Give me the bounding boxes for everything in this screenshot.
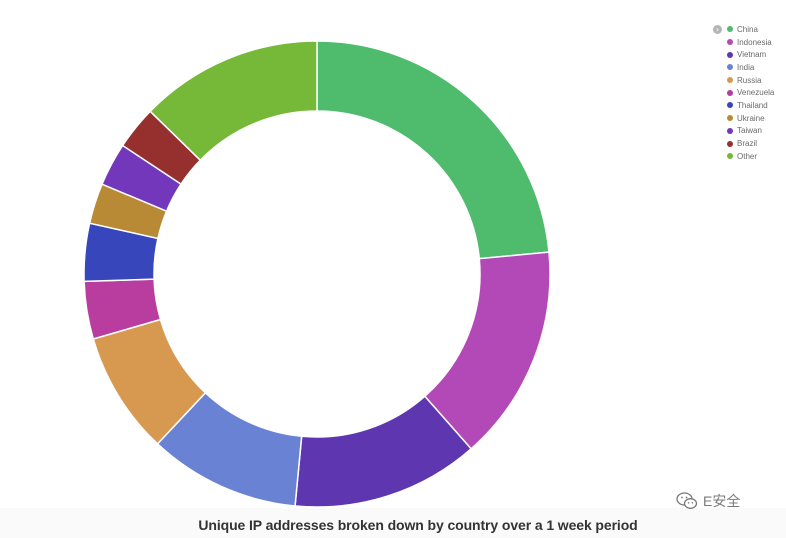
legend-item-indonesia[interactable]: Indonesia (727, 36, 774, 49)
watermark-text: E安全 (703, 493, 741, 509)
legend-item-china[interactable]: China (727, 23, 774, 36)
legend-swatch (727, 140, 733, 147)
legend-swatch (727, 127, 733, 134)
chart-area: › China Indonesia Vietnam India Russia Venezu… (83, 23, 775, 508)
legend-item-brazil[interactable]: Brazil (727, 137, 774, 150)
legend-item-india[interactable]: India (727, 61, 774, 74)
legend-swatch (727, 51, 733, 58)
chart-legend: China Indonesia Vietnam India Russia Venezuel… (727, 23, 774, 163)
legend-item-vietnam[interactable]: Vietnam (727, 48, 774, 61)
legend-swatch (727, 39, 733, 46)
legend-item-russia[interactable]: Russia (727, 74, 774, 87)
legend-label: Ukraine (737, 113, 765, 123)
legend-item-thailand[interactable]: Thailand (727, 99, 774, 112)
legend-label: Venezuela (737, 88, 775, 98)
legend-label: Vietnam (737, 50, 767, 60)
legend-label: Brazil (737, 139, 758, 149)
legend-swatch (727, 64, 733, 71)
legend-item-taiwan[interactable]: Taiwan (727, 125, 774, 138)
legend-label: Taiwan (737, 126, 762, 136)
legend-item-venezuela[interactable]: Venezuela (727, 86, 774, 99)
legend-swatch (727, 89, 733, 96)
legend-label: Russia (737, 75, 762, 85)
chart-title: Unique IP addresses broken down by count… (198, 517, 638, 533)
watermark: E安全 (676, 491, 740, 511)
caption-band (0, 508, 786, 538)
legend-swatch (727, 115, 733, 122)
legend-swatch (727, 77, 733, 84)
slice-other[interactable] (149, 40, 318, 162)
legend-label: Indonesia (737, 37, 772, 47)
legend-swatch (727, 26, 733, 33)
legend-item-other[interactable]: Other (727, 150, 774, 163)
legend-item-ukraine[interactable]: Ukraine (727, 112, 774, 125)
legend-label: India (737, 62, 755, 72)
legend-swatch (727, 153, 733, 160)
wechat-icon (676, 492, 698, 509)
legend-swatch (727, 102, 733, 109)
chevron-right-icon[interactable]: › (713, 25, 722, 34)
legend-label: China (737, 24, 758, 34)
slice-china[interactable] (316, 40, 550, 260)
donut-chart (83, 40, 551, 508)
legend-label: Thailand (737, 100, 768, 110)
legend-label: Other (737, 151, 758, 161)
